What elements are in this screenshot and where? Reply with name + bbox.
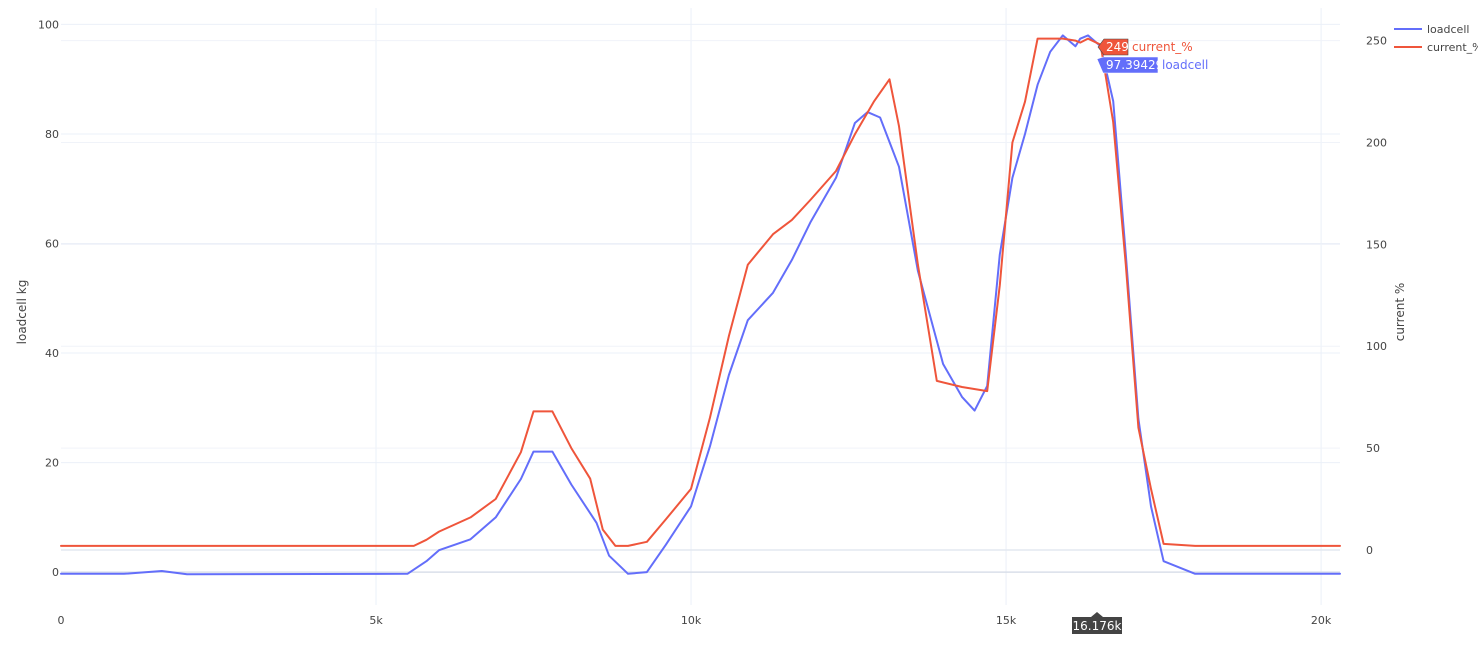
hover-x-label: 16.176k (1072, 612, 1122, 634)
y-left-tick-label: 40 (45, 347, 59, 360)
y-left-axis-title: loadcell kg (15, 280, 29, 345)
legend: loadcell current_% (1394, 23, 1478, 54)
series-line-current-[interactable] (60, 37, 1341, 547)
hover-label-loadcell: 97.39429 loadcell (1096, 56, 1208, 74)
series-layer (60, 34, 1341, 576)
y-right-tick-label: 250 (1366, 35, 1387, 48)
legend-label-loadcell: loadcell (1427, 23, 1469, 36)
legend-label-current: current_% (1427, 41, 1478, 54)
hover-value-current: 249 (1106, 40, 1129, 54)
x-tick-label: 0 (58, 614, 65, 627)
hover-x-value: 16.176k (1073, 619, 1122, 633)
zero-lines (61, 549, 1340, 573)
x-tick-label: 20k (1311, 614, 1332, 627)
hover-name-current: current_% (1132, 40, 1193, 54)
hover-label-current: 249 current_% (1097, 38, 1193, 56)
x-tick-label: 15k (996, 614, 1017, 627)
y-right-axis-title: current % (1393, 283, 1407, 342)
hover-name-loadcell: loadcell (1162, 58, 1208, 72)
y-right-tick-label: 50 (1366, 442, 1380, 455)
series-line-loadcell[interactable] (60, 34, 1341, 576)
y-left-tick-label: 80 (45, 128, 59, 141)
legend-item-loadcell[interactable]: loadcell (1394, 23, 1469, 36)
hover-box-loadcell (1096, 56, 1159, 74)
y-right-tick-label: 0 (1366, 544, 1373, 557)
y-left-tick-label: 60 (45, 238, 59, 251)
tick-labels: 0 5k 10k 15k 20k 0 20 40 60 80 100 0 50 100 150 200 250 (38, 18, 1387, 627)
y-right-tick-label: 200 (1366, 136, 1387, 149)
grid-layer (61, 8, 1340, 605)
hover-value-loadcell: 97.39429 (1106, 58, 1163, 72)
y-left-tick-label: 100 (38, 18, 59, 31)
hover-layer: 249 current_% 97.39429 loadcell 16.176k (1072, 38, 1208, 634)
y-left-tick-label: 0 (52, 566, 59, 579)
hover-box-current (1097, 38, 1129, 56)
y-right-tick-label: 150 (1366, 238, 1387, 251)
y-right-tick-label: 100 (1366, 340, 1387, 353)
x-tick-label: 5k (369, 614, 383, 627)
legend-item-current[interactable]: current_% (1394, 41, 1478, 54)
hover-x-box (1072, 612, 1122, 634)
y-left-tick-label: 20 (45, 457, 59, 470)
x-tick-label: 10k (681, 614, 702, 627)
